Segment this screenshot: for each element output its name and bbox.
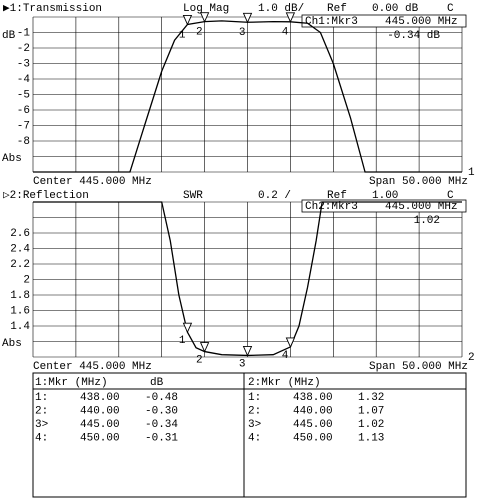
header-channel: ▷2:Reflection [3, 190, 89, 202]
marker-label: 2 [196, 27, 203, 39]
y-tick-label: 1.8 [10, 290, 30, 302]
y-tick-label: 2.2 [10, 259, 30, 271]
header-format: Log Mag [183, 3, 229, 15]
table-cell: -0.30 [145, 405, 178, 417]
table-cell: 440.00 [80, 405, 120, 417]
marker [182, 322, 193, 334]
y-tick-label: 1.6 [10, 305, 30, 317]
table-title: 1:Mkr (MHz) [35, 377, 108, 389]
header-ref-value: 0.00 dB [372, 3, 419, 15]
marker [199, 342, 210, 353]
y-tick-label: -6 [17, 105, 30, 117]
marker-label: 1 [179, 29, 186, 41]
marker-label: 3 [239, 27, 246, 39]
table-cell: 1.13 [358, 432, 384, 444]
y-tick-label: 2.6 [10, 228, 30, 240]
header-ref-label: Ref [327, 190, 347, 202]
table-cell: 3> [35, 419, 48, 431]
table-cell: -0.31 [145, 432, 178, 444]
y-tick-label: -1 [17, 27, 31, 39]
table-cell: 445.00 [80, 419, 120, 431]
table-cell: 2: [248, 405, 261, 417]
table-cell: 440.00 [293, 405, 333, 417]
table-title: 2:Mkr (MHz) [248, 377, 321, 389]
marker [199, 12, 210, 23]
header-format: SWR [183, 190, 203, 202]
readout-value: -0.34 dB [387, 30, 440, 42]
table-cell: 445.00 [293, 419, 333, 431]
marker-label: 1 [179, 335, 186, 347]
abs-label: Abs [2, 338, 22, 350]
header-scale: 1.0 dB/ [258, 3, 304, 15]
y-tick-label: -3 [17, 58, 30, 70]
marker [285, 337, 296, 349]
readout-label: Ch1:Mkr3 [305, 16, 358, 28]
table-cell: 1: [248, 392, 261, 404]
marker [285, 12, 296, 23]
unit-label: dB [2, 30, 16, 42]
trace-id: 2 [468, 352, 475, 364]
y-tick-label: -8 [17, 136, 30, 148]
y-tick-label: -5 [17, 89, 30, 101]
span-label: Span 50.000 MHz [369, 361, 468, 373]
center-label: Center 445.000 MHz [33, 361, 152, 373]
header-coupling: C [447, 3, 454, 15]
table-cell: 4: [248, 432, 261, 444]
header-channel: ▶1:Transmission [3, 3, 102, 15]
y-tick-label: 1.4 [10, 321, 30, 333]
table-cell: 1.02 [358, 419, 384, 431]
table-cell: 450.00 [293, 432, 333, 444]
table-cell: 1.07 [358, 405, 384, 417]
y-tick-label: -4 [17, 74, 31, 86]
marker-label: 4 [282, 350, 289, 362]
marker-label: 2 [196, 354, 203, 366]
table-cell: 450.00 [80, 432, 120, 444]
table-unit: dB [150, 377, 164, 389]
table-cell: 3> [248, 419, 261, 431]
readout-freq: 445.000 MHz [385, 16, 458, 28]
table-cell: 1: [35, 392, 48, 404]
center-label: Center 445.000 MHz [33, 176, 152, 188]
header-ref-value: 1.00 [372, 190, 398, 202]
table-cell: 4: [35, 432, 48, 444]
readout-box [301, 14, 467, 28]
header-scale: 0.2 / [258, 190, 291, 202]
marker [242, 12, 253, 24]
table-cell: 438.00 [80, 392, 120, 404]
header-ref-label: Ref [327, 3, 347, 15]
marker [242, 346, 253, 357]
readout-box [301, 199, 467, 213]
span-label: Span 50.000 MHz [369, 176, 468, 188]
marker-label: 3 [239, 358, 246, 370]
y-tick-label: -7 [17, 120, 30, 132]
trace [33, 201, 462, 357]
y-tick-label: 2.4 [10, 243, 30, 255]
y-tick-label: 2 [23, 274, 30, 286]
marker [182, 14, 193, 26]
table-cell: -0.34 [145, 419, 178, 431]
table-frame [32, 372, 467, 498]
marker-label: 4 [282, 27, 289, 39]
trace-id: 1 [468, 167, 475, 179]
readout-label: Ch2:Mkr3 [305, 201, 358, 213]
table-cell: -0.48 [145, 392, 178, 404]
header-coupling: C [447, 190, 454, 202]
y-tick-label: -2 [17, 43, 30, 55]
readout-freq: 445.000 MHz [385, 201, 458, 213]
table-cell: 1.32 [358, 392, 384, 404]
table-cell: 2: [35, 405, 48, 417]
readout-value: 1.02 [414, 215, 440, 227]
table-cell: 438.00 [293, 392, 333, 404]
abs-label: Abs [2, 153, 22, 165]
